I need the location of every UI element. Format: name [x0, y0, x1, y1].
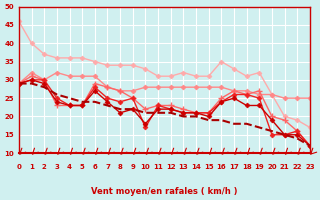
X-axis label: Vent moyen/en rafales ( km/h ): Vent moyen/en rafales ( km/h ): [91, 187, 238, 196]
